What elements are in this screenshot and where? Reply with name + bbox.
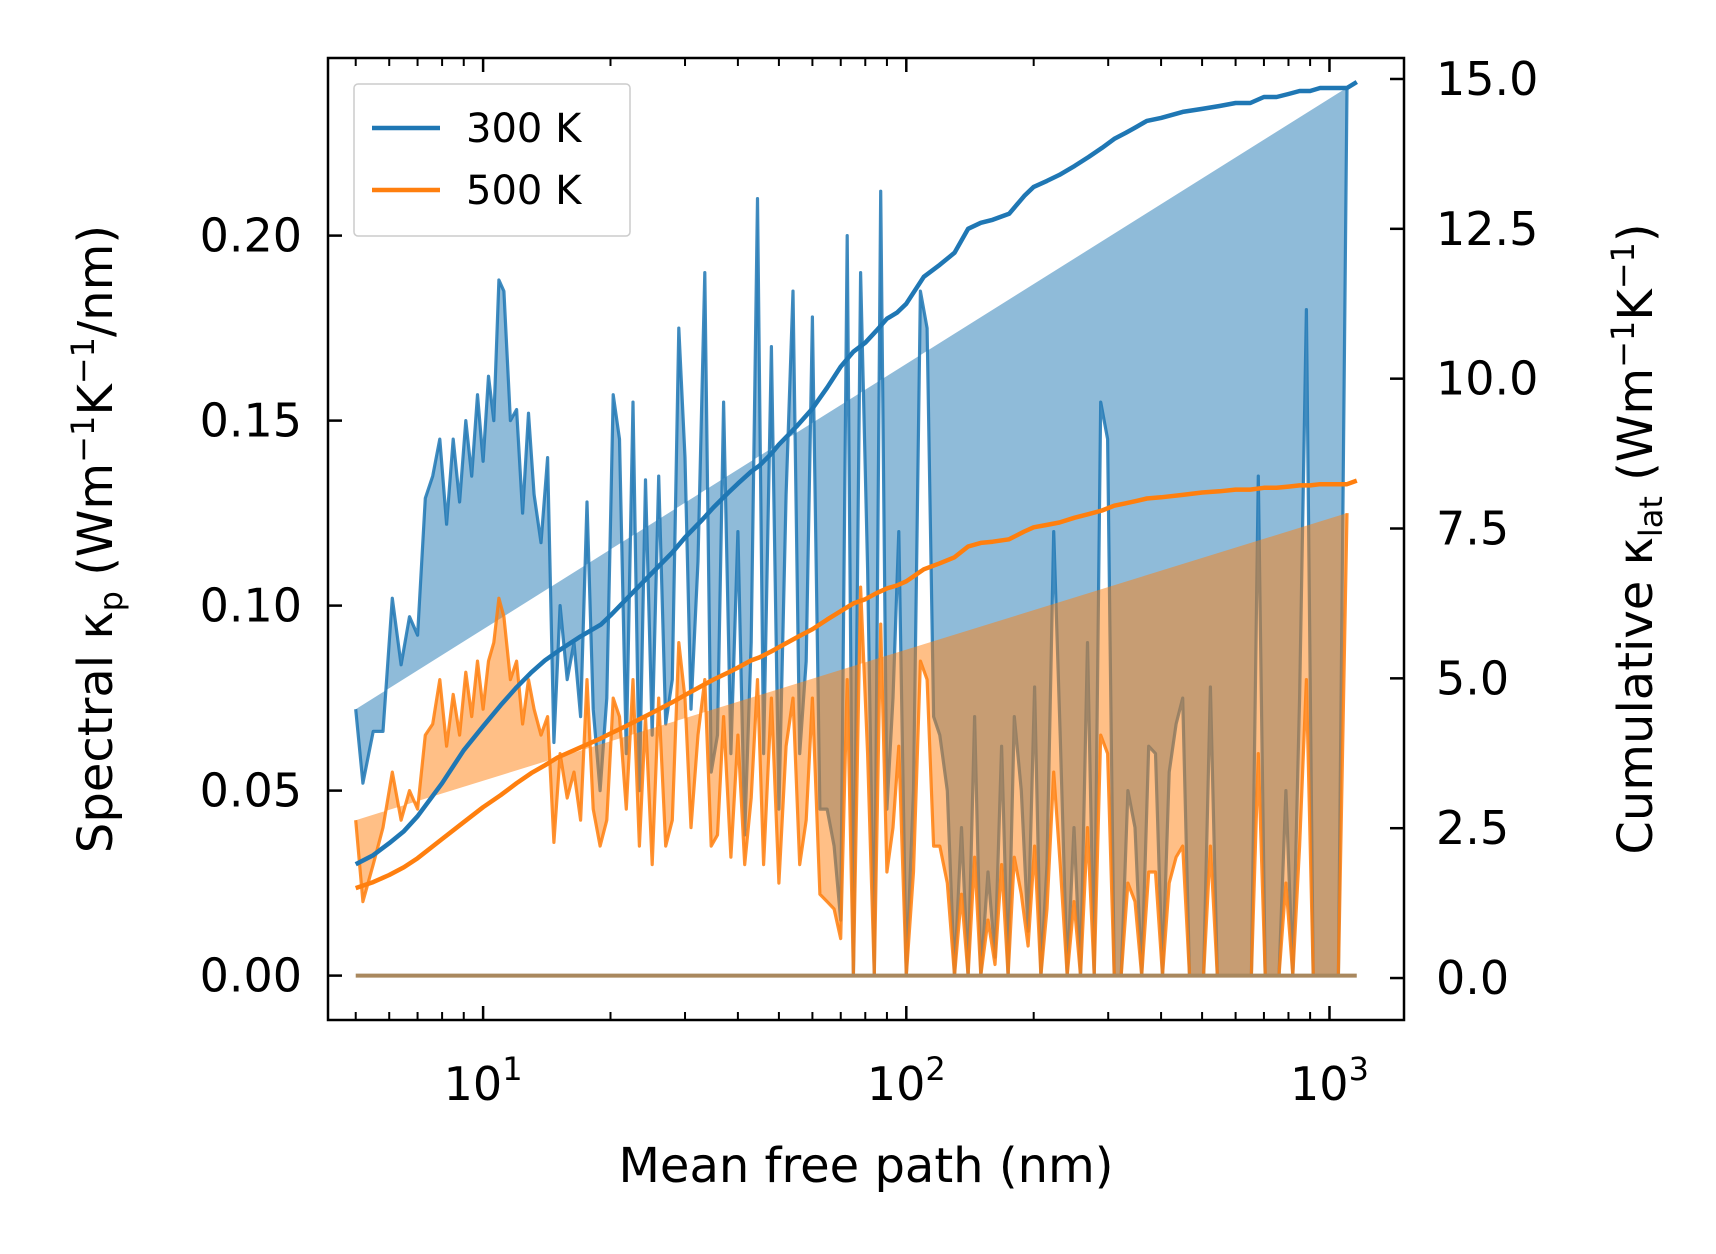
spectral-area-300k [355, 87, 1347, 976]
y-right-unit-mid: K [1608, 288, 1664, 321]
spectral-area-500k [355, 513, 1347, 976]
y-left-tick-label: 0.15 [200, 394, 302, 448]
axes: 101 102 1030.000.050.100.150.200.02.55.07.… [200, 52, 1539, 1111]
x-tick-base: 10 [867, 1057, 926, 1111]
legend-box [353, 83, 631, 237]
x-tick-base: 10 [444, 1057, 503, 1111]
y-right-tick-label: 7.5 [1436, 502, 1509, 556]
y-right-tick-label: 12.5 [1436, 202, 1538, 256]
y-left-prefix: Spectral κ [68, 611, 124, 853]
y-left-tick-label: 0.00 [200, 949, 302, 1003]
y-right-tick-label: 10.0 [1436, 352, 1538, 406]
y-axis-right-title: Cumulative κlat (Wm−1K−1) [1604, 223, 1670, 854]
x-tick-label: 101 [444, 1050, 523, 1111]
x-tick-exponent: 2 [925, 1050, 945, 1088]
y-right-tick-label: 5.0 [1436, 651, 1509, 705]
y-left-tick-label: 0.05 [200, 764, 302, 818]
y-left-sup2: −1 [64, 337, 102, 384]
cumulative-line-500k [354, 478, 1358, 891]
y-right-tick-label: 0.0 [1436, 951, 1509, 1005]
y-left-tick-label: 0.20 [200, 209, 302, 263]
cumulative-line-300k [354, 80, 1358, 867]
legend-label-300k: 300 K [466, 106, 583, 152]
y-left-unit-open: (Wm [68, 463, 124, 591]
y-right-unit-open: (Wm [1608, 368, 1664, 496]
spectral-line-500k [354, 513, 1349, 978]
y-right-sup1: −1 [1604, 321, 1642, 368]
y-left-unit-close: /nm) [68, 225, 124, 337]
y-right-unit-close: ) [1608, 223, 1664, 242]
x-tick-exponent: 1 [502, 1050, 522, 1088]
plot-area [354, 80, 1358, 978]
legend: 300 K 500 K [353, 83, 631, 237]
legend-label-500k: 500 K [466, 168, 583, 214]
y-right-prefix: Cumulative κ [1608, 537, 1664, 855]
x-tick-exponent: 3 [1349, 1050, 1369, 1088]
y-right-sup2: −1 [1604, 242, 1642, 289]
x-tick-base: 10 [1290, 1057, 1349, 1111]
y-left-sup1: −1 [64, 416, 102, 463]
y-right-sub: lat [1632, 496, 1670, 537]
x-tick-label: 103 [1290, 1050, 1369, 1111]
x-tick-label: 102 [867, 1050, 946, 1111]
y-left-unit-mid: K [68, 383, 124, 416]
y-left-tick-label: 0.10 [200, 579, 302, 633]
x-axis-title: Mean free path (nm) [619, 1138, 1114, 1194]
y-right-tick-label: 2.5 [1436, 801, 1509, 855]
y-axis-left-title: Spectral κp (Wm−1K−1/nm) [64, 225, 130, 853]
y-right-tick-label: 15.0 [1436, 52, 1538, 106]
y-left-sub: p [92, 591, 130, 611]
